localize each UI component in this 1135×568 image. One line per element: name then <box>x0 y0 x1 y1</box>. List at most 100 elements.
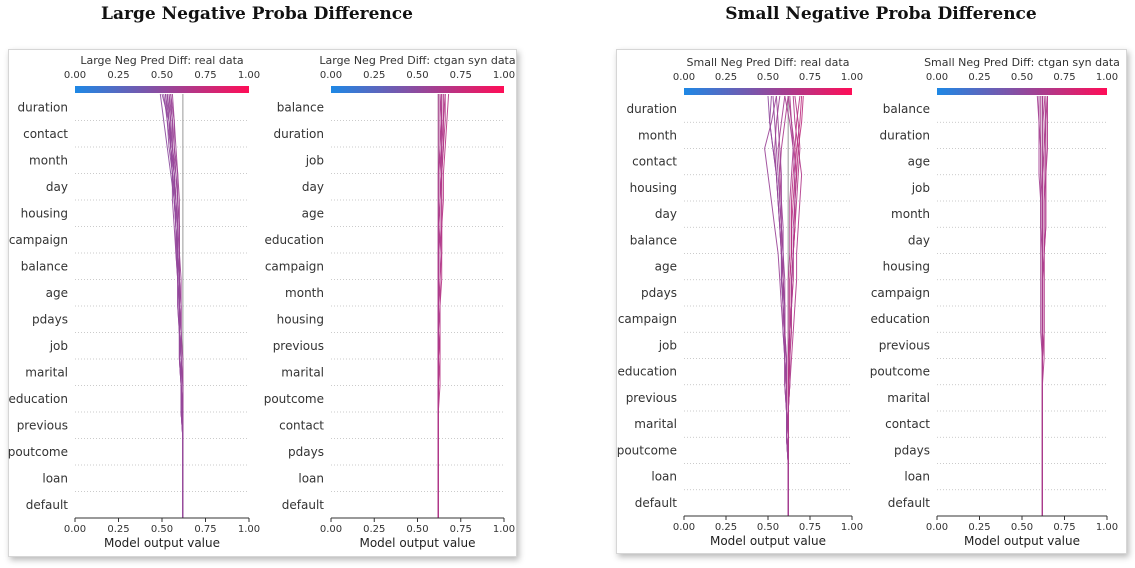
feature-label: pdays <box>32 312 68 326</box>
feature-label: day <box>655 207 677 221</box>
colorbar-tick-label: 0.25 <box>715 72 737 83</box>
x-axis-label: Model output value <box>104 536 220 550</box>
colorbar-tick-label: 1.00 <box>841 72 863 83</box>
decision-line <box>165 93 184 518</box>
colorbar-tick-label: 0.75 <box>194 70 216 81</box>
feature-label: marital <box>634 417 677 431</box>
feature-label: month <box>285 286 324 300</box>
feature-label: loan <box>651 470 677 484</box>
feature-label: default <box>635 496 678 510</box>
group-title-small: Small Negative Proba Difference <box>725 4 1037 24</box>
feature-label: month <box>891 207 930 221</box>
feature-label: poutcome <box>617 443 677 457</box>
colorbar-tick-label: 1.00 <box>1096 72 1118 83</box>
feature-label: balance <box>21 259 68 273</box>
feature-label: education <box>617 365 677 379</box>
feature-label: housing <box>630 181 677 195</box>
feature-label: default <box>282 498 325 512</box>
colorbar-tick-label: 0.00 <box>926 72 948 83</box>
feature-label: contact <box>23 127 68 141</box>
colorbar-title: Small Neg Pred Diff: real data <box>687 56 850 69</box>
x-tick-label: 1.00 <box>238 524 260 535</box>
feature-label: poutcome <box>264 392 324 406</box>
feature-label: balance <box>630 233 677 247</box>
decision-plot-1: Large Neg Pred Diff: real data 0.00 0.25 0.… <box>8 54 260 550</box>
feature-label: housing <box>883 260 930 274</box>
colorbar-tick-label: 0.00 <box>64 70 86 81</box>
colorbar-tick-label: 0.25 <box>968 72 990 83</box>
x-tick-label: 0.25 <box>968 522 990 533</box>
feature-label: marital <box>887 391 930 405</box>
x-tick-label: 0.75 <box>450 524 472 535</box>
colorbar-tick-label: 0.50 <box>151 70 173 81</box>
feature-label: job <box>305 153 324 167</box>
feature-label: month <box>29 153 68 167</box>
colorbar-tick-label: 1.00 <box>238 70 260 81</box>
feature-label: job <box>911 181 930 195</box>
x-tick-label: 0.00 <box>64 524 86 535</box>
feature-label: default <box>888 496 931 510</box>
feature-label: job <box>658 338 677 352</box>
feature-label: duration <box>627 102 678 116</box>
colorbar-tick-label: 0.50 <box>1011 72 1033 83</box>
panel-small <box>616 49 1127 554</box>
colorbar-title: Small Neg Pred Diff: ctgan syn data <box>924 56 1120 69</box>
x-tick-label: 1.00 <box>493 524 515 535</box>
x-axis-label: Model output value <box>710 534 826 548</box>
colorbar-tick-label: 0.75 <box>799 72 821 83</box>
colorbar-tick-label: 0.25 <box>363 70 385 81</box>
feature-label: loan <box>904 470 930 484</box>
colorbar-title: Large Neg Pred Diff: real data <box>80 54 243 67</box>
decision-line <box>784 95 796 516</box>
x-tick-label: 0.75 <box>1053 522 1075 533</box>
feature-label: duration <box>18 100 69 114</box>
x-tick-label: 0.75 <box>194 524 216 535</box>
x-axis-label: Model output value <box>964 534 1080 548</box>
feature-label: month <box>638 128 677 142</box>
colorbar-tick-label: 0.75 <box>1053 72 1075 83</box>
x-tick-label: 0.00 <box>673 522 695 533</box>
feature-label: pdays <box>894 443 930 457</box>
x-tick-label: 0.00 <box>320 524 342 535</box>
colorbar-title: Large Neg Pred Diff: ctgan syn data <box>319 54 515 67</box>
feature-label: age <box>302 206 324 220</box>
feature-label: previous <box>626 391 677 405</box>
feature-label: education <box>8 392 68 406</box>
feature-label: campaign <box>9 233 68 247</box>
feature-label: marital <box>25 365 68 379</box>
feature-label: day <box>302 180 324 194</box>
decision-line <box>437 93 446 518</box>
feature-label: loan <box>42 471 68 485</box>
x-tick-label: 0.25 <box>107 524 129 535</box>
group-title-large: Large Negative Proba Difference <box>101 4 413 24</box>
x-tick-label: 1.00 <box>1096 522 1118 533</box>
feature-label: balance <box>277 100 324 114</box>
decision-line <box>1041 95 1045 516</box>
colorbar-tick-label: 0.50 <box>406 70 428 81</box>
feature-label: contact <box>632 155 677 169</box>
colorbar <box>937 88 1107 95</box>
feature-label: previous <box>17 418 68 432</box>
feature-label: poutcome <box>8 445 68 459</box>
colorbar-tick-label: 0.00 <box>673 72 695 83</box>
x-tick-label: 0.50 <box>757 522 779 533</box>
feature-label: age <box>908 155 930 169</box>
colorbar <box>75 86 249 93</box>
feature-label: pdays <box>641 286 677 300</box>
feature-label: pdays <box>288 445 324 459</box>
colorbar-tick-label: 1.00 <box>493 70 515 81</box>
feature-label: duration <box>880 128 931 142</box>
feature-label: campaign <box>871 286 930 300</box>
feature-label: duration <box>274 127 325 141</box>
feature-label: education <box>870 312 930 326</box>
feature-label: housing <box>277 312 324 326</box>
decision-plot-2: Large Neg Pred Diff: ctgan syn data 0.00 0… <box>264 54 516 550</box>
colorbar-tick-label: 0.50 <box>757 72 779 83</box>
feature-label: contact <box>279 418 324 432</box>
feature-label: loan <box>298 471 324 485</box>
decision-plot-4: Small Neg Pred Diff: ctgan syn data 0.00 0… <box>870 56 1120 548</box>
x-tick-label: 0.50 <box>406 524 428 535</box>
feature-label: previous <box>879 338 930 352</box>
decision-line <box>769 95 789 516</box>
colorbar-tick-label: 0.75 <box>450 70 472 81</box>
